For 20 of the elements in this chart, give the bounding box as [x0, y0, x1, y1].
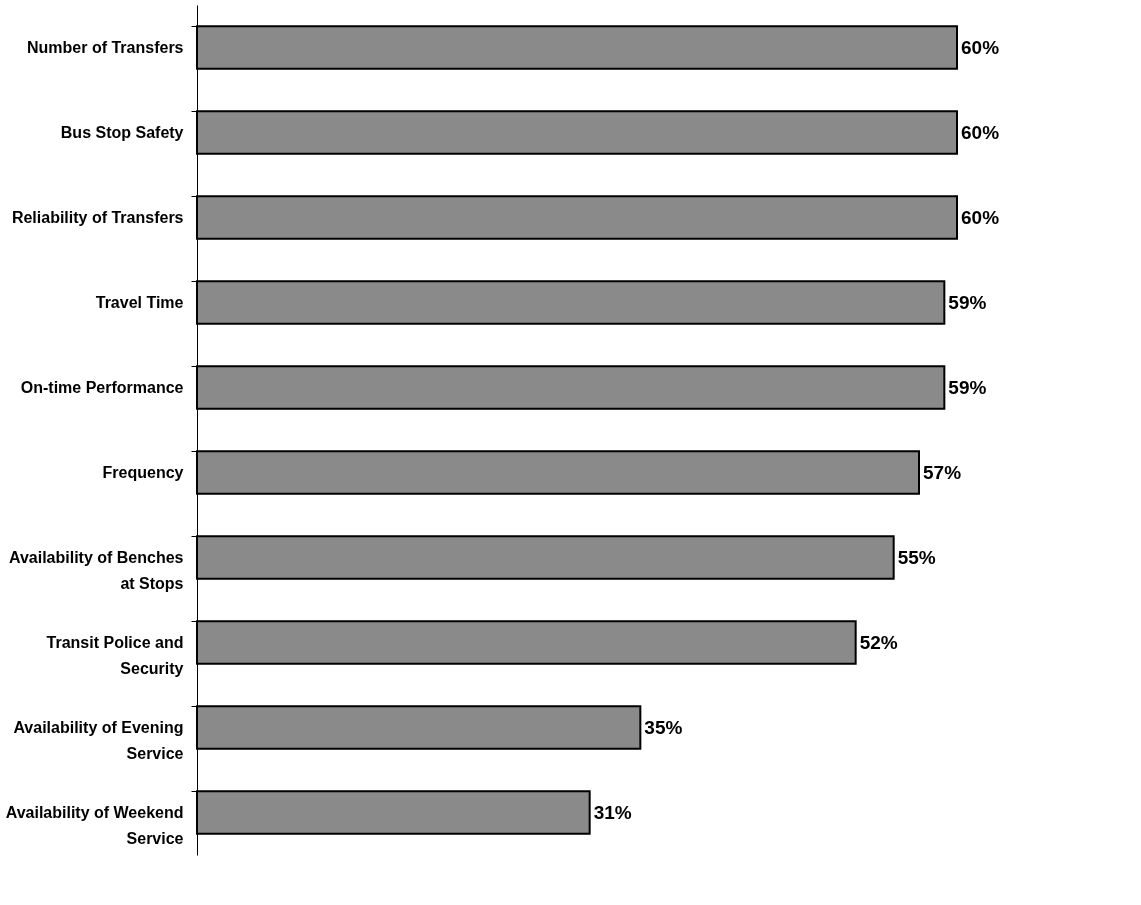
y-tick-label: Availability of Evening Service: [13, 718, 184, 762]
data-label: 59%: [948, 376, 987, 398]
y-tick-label: Number of Transfers: [27, 38, 184, 56]
y-tick-label: Reliability of Transfers: [11, 208, 184, 226]
data-label: 59%: [948, 291, 987, 313]
data-label: 55%: [897, 546, 936, 568]
data-label: 60%: [961, 36, 1000, 58]
y-tick-label: Frequency: [102, 463, 184, 481]
y-tick-label: Availability of Benches at Stops: [8, 548, 184, 592]
data-label: 35%: [644, 716, 683, 738]
y-tick-label: Transit Police and Security: [46, 633, 184, 677]
y-tick-label: Travel Time: [95, 293, 184, 311]
y-tick-label: Bus Stop Safety: [60, 123, 184, 141]
data-label: 57%: [923, 461, 962, 483]
data-label: 31%: [593, 801, 632, 823]
data-label: 52%: [859, 631, 898, 653]
data-label: 60%: [961, 206, 1000, 228]
y-tick-label: On-time Performance: [20, 378, 184, 396]
data-label: 60%: [961, 121, 1000, 143]
y-tick-label: Availability of Weekend Service: [5, 803, 184, 847]
